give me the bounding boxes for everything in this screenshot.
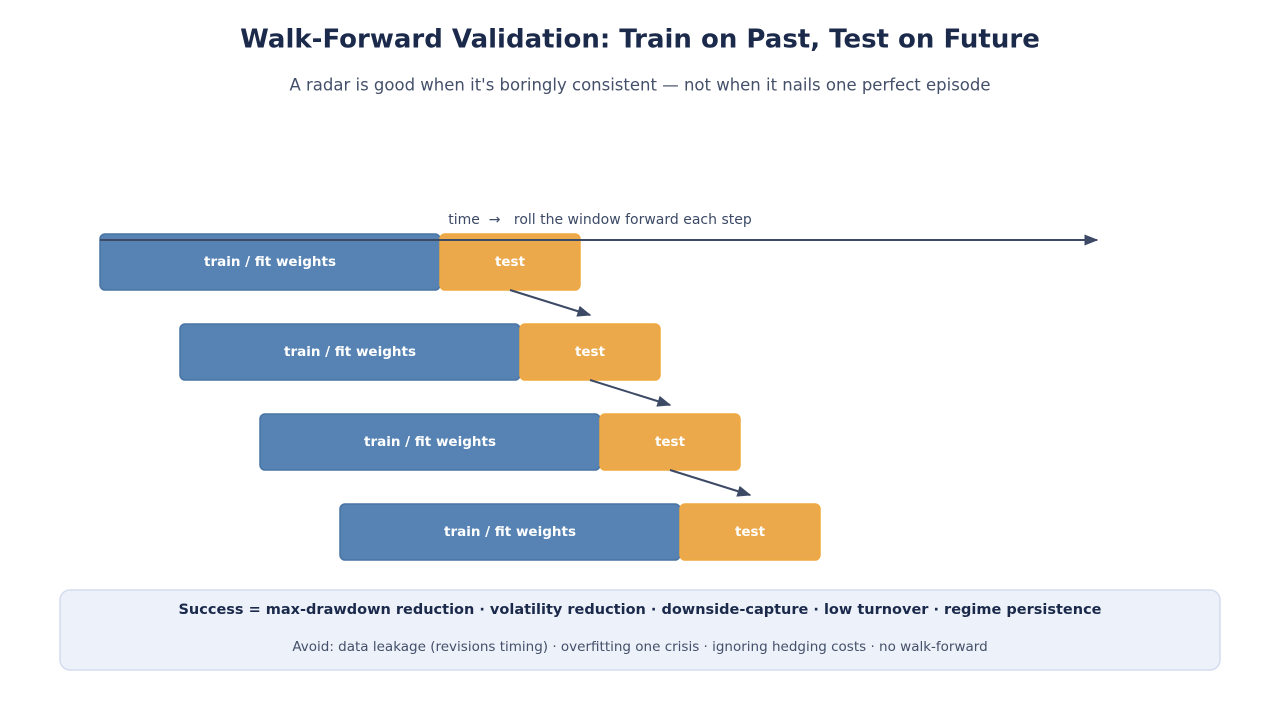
- windows: train / fit weights test train / fit weigh…: [99, 233, 821, 561]
- train-label: train / fit weights: [364, 434, 496, 450]
- test-label: test: [495, 254, 526, 270]
- test-block: [679, 503, 821, 561]
- train-label: train / fit weights: [204, 254, 336, 270]
- test-label: test: [735, 524, 766, 540]
- timeline-label: time → roll the window forward each step: [448, 212, 752, 228]
- subtitle: A radar is good when it's boringly consi…: [289, 76, 990, 95]
- step-arrow: [669, 469, 752, 497]
- test-label: test: [575, 344, 606, 360]
- success-criteria: Success = max-drawdown reduction · volat…: [178, 602, 1101, 618]
- footer-box: [59, 589, 1221, 671]
- train-label: train / fit weights: [444, 524, 576, 540]
- title: Walk-Forward Validation: Train on Past, …: [240, 25, 1040, 55]
- avoid-list: Avoid: data leakage (revisions timing) ·…: [292, 639, 987, 655]
- step-arrow: [509, 289, 592, 317]
- test-label: test: [655, 434, 686, 450]
- step-arrow: [589, 379, 672, 407]
- train-label: train / fit weights: [284, 344, 416, 360]
